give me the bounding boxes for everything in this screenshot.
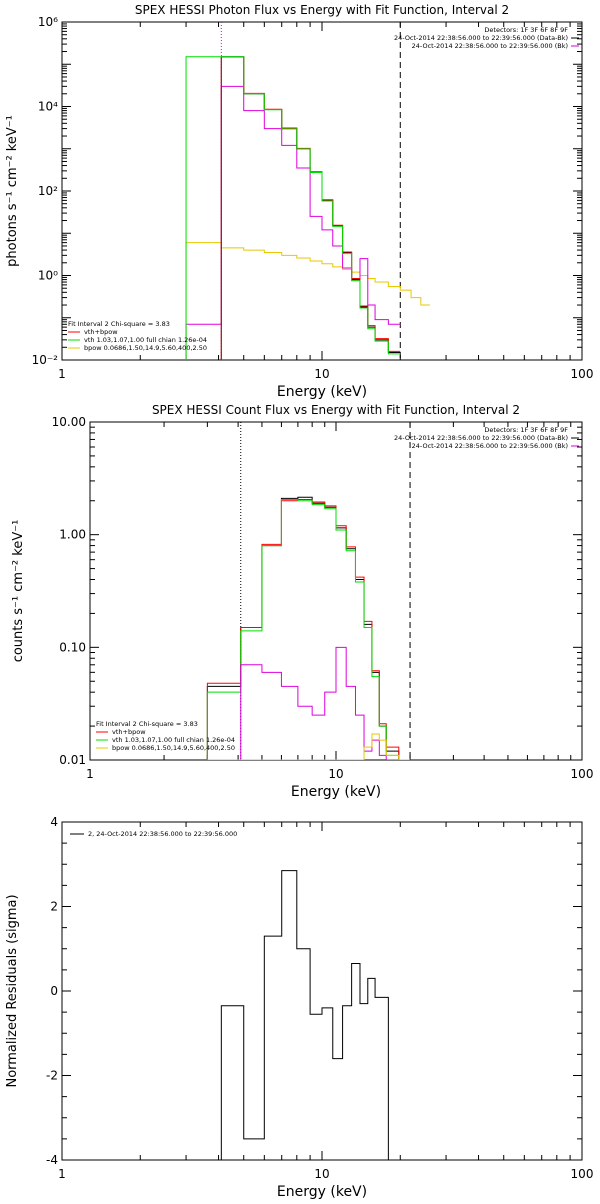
header-line: 24-Oct-2014 22:38:56.000 to 22:39:56.000…: [412, 442, 568, 450]
x-axis-label: Energy (keV): [277, 384, 367, 400]
x-tick-label: 100: [571, 367, 594, 381]
chart-title: SPEX HESSI Count Flux vs Energy with Fit…: [152, 403, 520, 417]
header-line: Detectors: 1F 3F 6F 8F 9F: [484, 26, 568, 34]
x-tick-label: 1: [58, 367, 66, 381]
y-tick-label: 2: [50, 900, 58, 914]
x-tick-label: 10: [328, 767, 343, 781]
y-tick-label: 10.00: [52, 415, 86, 429]
y-tick-label: 1.00: [59, 528, 86, 542]
legend-header: Fit Interval 2 Chi-square = 3.83: [96, 720, 198, 728]
series-line-bpow: [185, 242, 430, 360]
x-tick-label: 10: [314, 367, 329, 381]
legend-label: bpow 0.0686,1.50,14.9,5.60,400,2.50: [112, 744, 235, 752]
plot-frame: [89, 421, 583, 761]
y-axis-label: Normalized Residuals (sigma): [5, 894, 20, 1087]
header-line: Detectors: 1F 3F 6F 8F 9F: [484, 426, 568, 434]
series-line-4: [185, 56, 401, 360]
series-line-1: [220, 870, 389, 1160]
x-tick-label: 100: [571, 1167, 594, 1181]
x-axis-label: Energy (keV): [291, 784, 381, 800]
legend-label: vth 1.03,1.07,1.00 full chian 1.26e-04: [112, 736, 235, 744]
series-line-4: [207, 646, 411, 760]
data-layer: [220, 870, 389, 1160]
legend-label: 2, 24-Oct-2014 22:38:56.000 to 22:39:56.…: [88, 830, 237, 838]
series-line-1: [185, 85, 401, 360]
x-tick-label: 100: [571, 767, 594, 781]
data-layer: [206, 496, 411, 760]
legend-label: vth+bpow: [84, 328, 118, 336]
y-tick-label: -4: [46, 1153, 58, 1167]
legend-label: vth 1.03,1.07,1.00 full chian 1.26e-04: [84, 336, 207, 344]
header-line: 24-Oct-2014 22:38:56.000 to 22:39:56.000…: [394, 434, 568, 442]
series-line-3: [206, 499, 411, 760]
data-layer: [185, 56, 430, 360]
y-tick-label: 10⁴: [38, 100, 58, 114]
y-tick-label: 0.01: [59, 753, 86, 767]
y-tick-label: 10²: [38, 184, 58, 198]
y-tick-label: 10⁻²: [32, 353, 59, 367]
header-line: 24-Oct-2014 22:38:56.000 to 22:39:56.000…: [412, 42, 568, 50]
x-axis-label: Energy (keV): [277, 1184, 367, 1200]
y-tick-label: 10⁶: [38, 15, 58, 29]
series-line-2: [220, 56, 401, 360]
y-tick-label: 0.10: [59, 640, 86, 654]
x-tick-label: 1: [86, 767, 94, 781]
plot-frame: [61, 821, 583, 1161]
series-line-3: [220, 56, 401, 360]
legend-label: vth+bpow: [112, 728, 146, 736]
legend-label: bpow 0.0686,1.50,14.9,5.60,400,2.50: [84, 344, 207, 352]
panel-1: SPEX HESSI Photon Flux vs Energy with Fi…: [5, 3, 593, 400]
y-axis-label: counts s⁻¹ cm⁻² keV⁻¹: [11, 520, 26, 663]
x-tick-label: 10: [314, 1167, 329, 1181]
series-line-5: [207, 733, 411, 760]
y-tick-label: 4: [50, 815, 58, 829]
y-axis-label: photons s⁻¹ cm⁻² keV⁻¹: [5, 115, 20, 267]
panel-2: SPEX HESSI Count Flux vs Energy with Fit…: [11, 403, 593, 800]
y-tick-label: -2: [46, 1069, 58, 1083]
y-tick-label: 0: [50, 984, 58, 998]
x-tick-label: 1: [58, 1167, 66, 1181]
legend-header: Fit Interval 2 Chi-square = 3.83: [68, 320, 170, 328]
y-tick-label: 10⁰: [38, 269, 58, 283]
chart-title: SPEX HESSI Photon Flux vs Energy with Fi…: [135, 3, 509, 17]
panel-3: 1 10 100 -4 -2 0 2 4 Energy (keV) Normalized Resi…: [5, 815, 593, 1200]
header-line: 24-Oct-2014 22:38:56.000 to 22:39:56.000…: [394, 34, 568, 42]
